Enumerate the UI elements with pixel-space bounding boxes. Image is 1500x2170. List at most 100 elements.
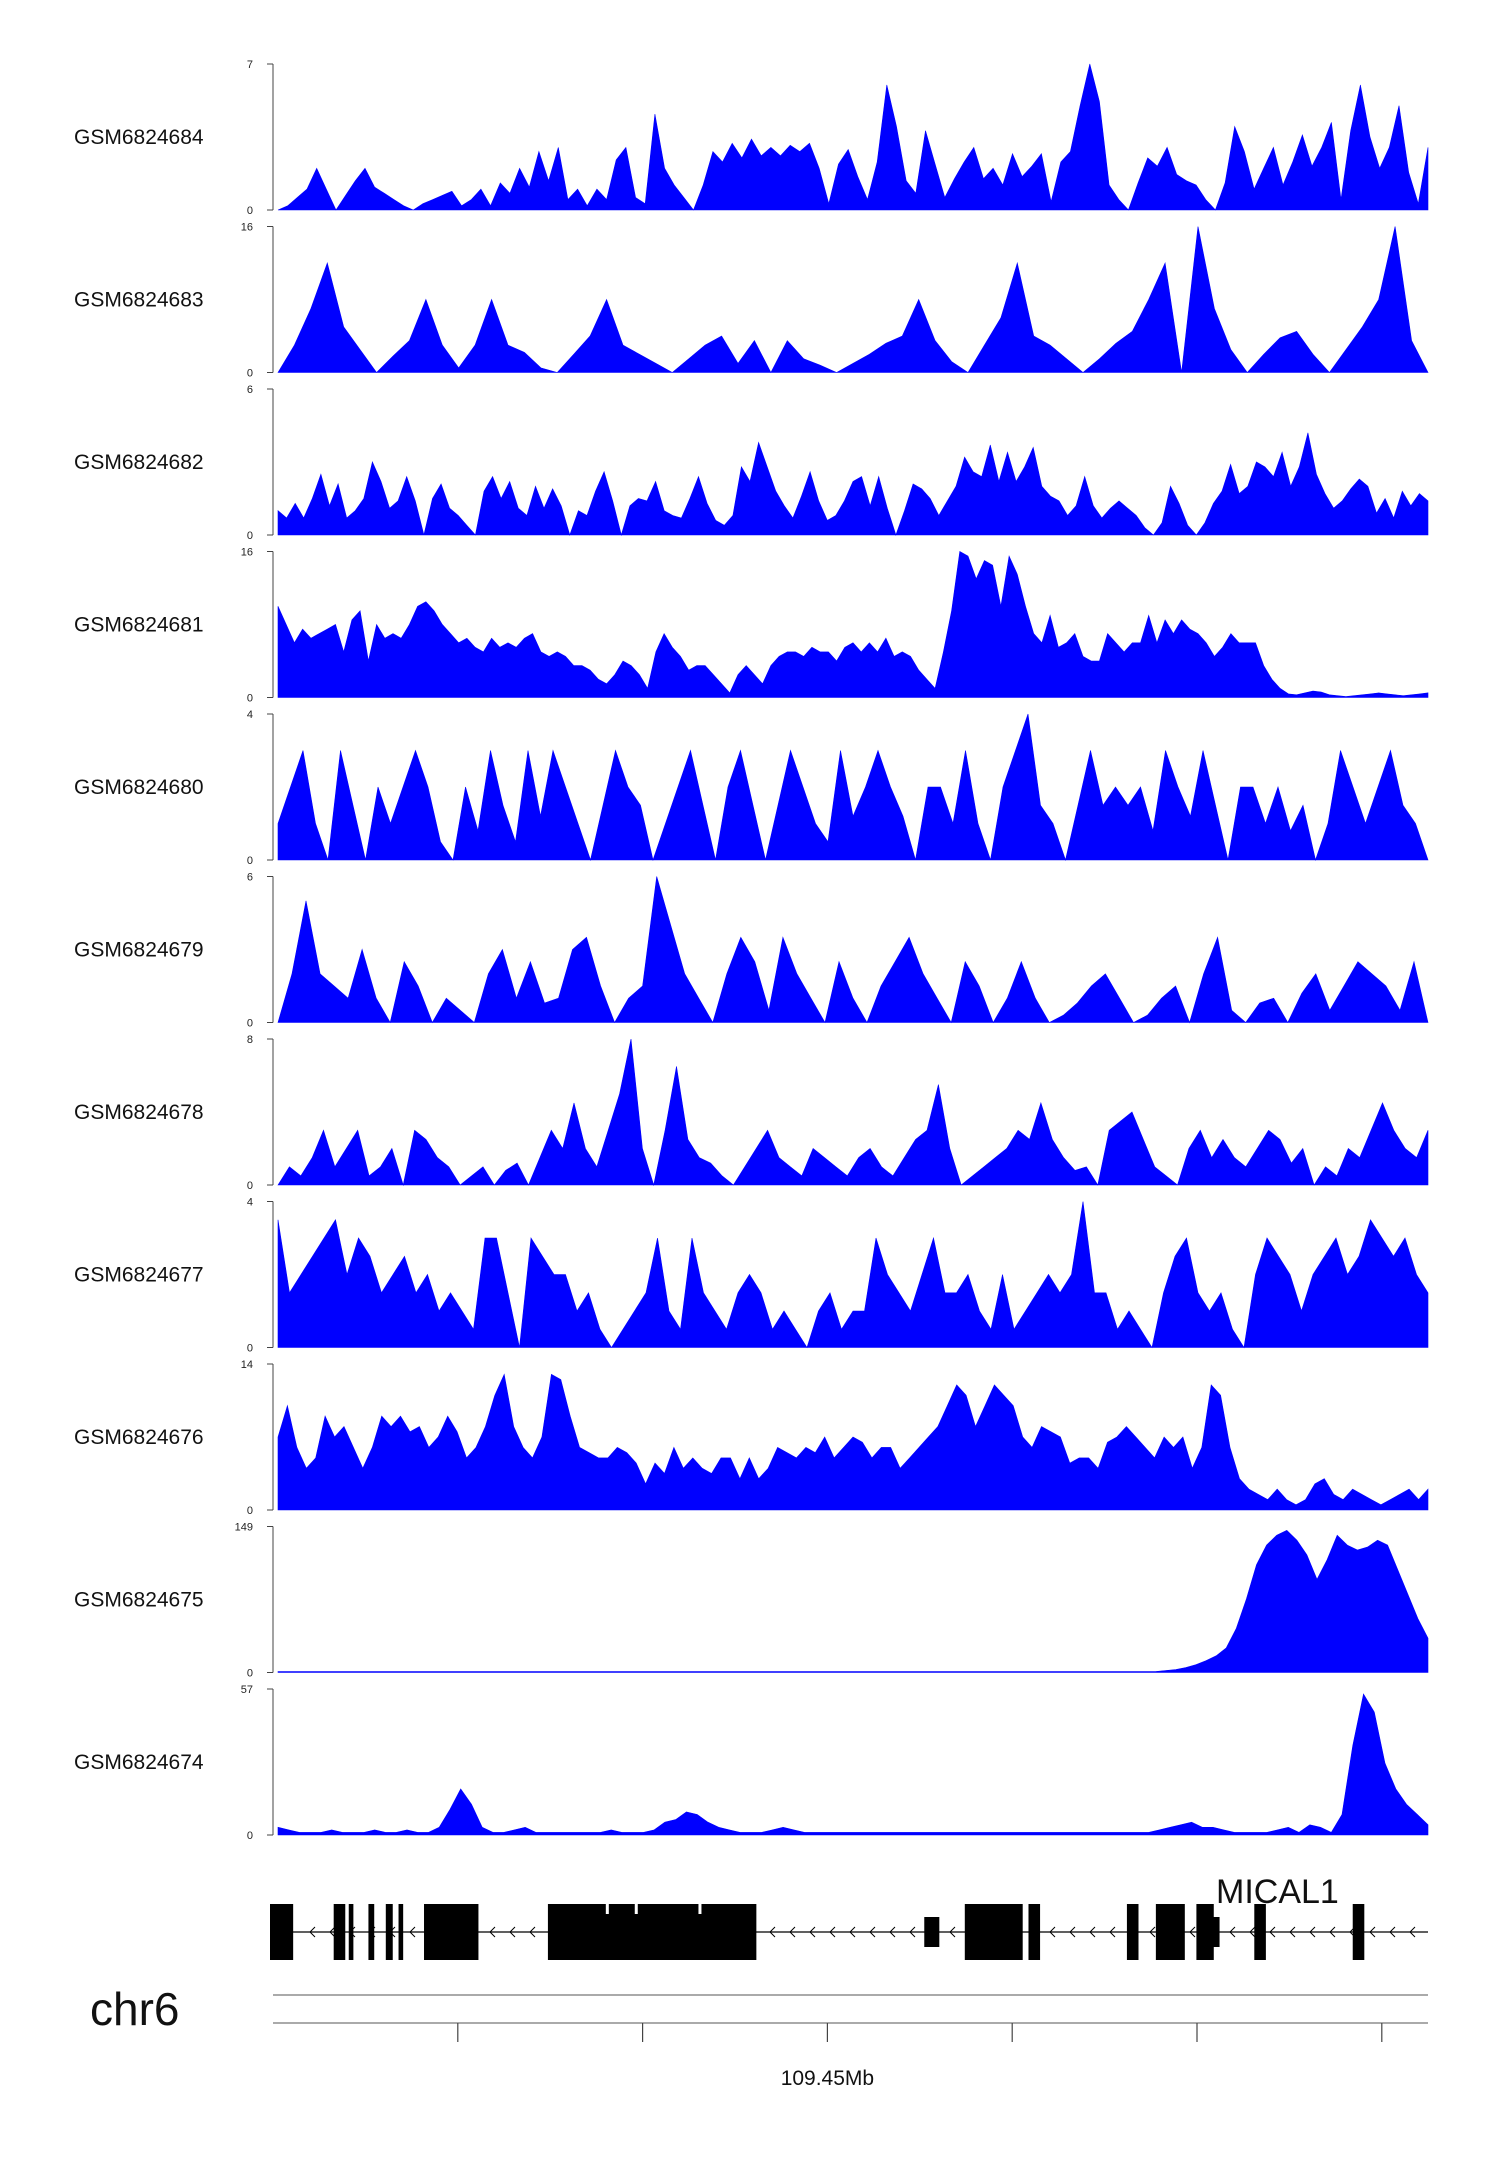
y-axis-max-label: 16 xyxy=(241,222,253,234)
track-label: GSM6824678 xyxy=(74,1101,204,1124)
track-label: GSM6824683 xyxy=(74,289,204,312)
track-label: GSM6824674 xyxy=(74,1751,204,1774)
strand-chevron xyxy=(889,1926,896,1938)
strand-chevron xyxy=(1109,1926,1116,1938)
strand-chevron xyxy=(1389,1926,1396,1938)
coverage-area xyxy=(277,713,1429,862)
exon-gap xyxy=(605,1904,609,1914)
track-label: GSM6824681 xyxy=(74,614,204,637)
gene-track: MICAL1 xyxy=(270,1873,1428,1960)
coverage-area xyxy=(277,551,1429,698)
strand-chevron xyxy=(769,1926,776,1938)
strand-chevron xyxy=(829,1926,836,1938)
track-GSM6824681: 16 0 GSM6824681 xyxy=(74,547,1429,705)
y-axis-min-label: 0 xyxy=(247,1668,253,1680)
chromosome-label: chr6 xyxy=(90,1983,179,2035)
strand-chevron xyxy=(1309,1926,1316,1938)
exon-block xyxy=(385,1904,393,1960)
strand-chevron xyxy=(1229,1926,1236,1938)
strand-chevron xyxy=(1369,1926,1376,1938)
exon-block xyxy=(398,1904,404,1960)
y-axis-max-label: 6 xyxy=(247,384,253,396)
y-axis-min-label: 0 xyxy=(247,693,253,705)
coverage-area xyxy=(277,432,1429,537)
exon-block xyxy=(368,1904,375,1960)
coverage-area xyxy=(277,876,1429,1024)
coverage-area xyxy=(277,1201,1429,1349)
track-label: GSM6824675 xyxy=(74,1589,204,1612)
coverage-area xyxy=(277,63,1429,211)
strand-chevron xyxy=(909,1926,916,1938)
strand-chevron xyxy=(869,1926,876,1938)
y-axis-max-label: 16 xyxy=(241,547,253,559)
coverage-area xyxy=(277,226,1429,374)
y-axis-min-label: 0 xyxy=(247,1830,253,1842)
strand-chevron xyxy=(1409,1926,1416,1938)
strand-chevron xyxy=(309,1926,316,1938)
y-axis-max-label: 7 xyxy=(247,59,253,71)
exon-block xyxy=(270,1904,294,1960)
exon-block xyxy=(964,1904,1023,1960)
track-GSM6824678: 8 0 GSM6824678 xyxy=(74,1034,1429,1192)
y-axis-min-label: 0 xyxy=(247,530,253,542)
strand-chevron xyxy=(409,1926,416,1938)
y-axis-max-label: 4 xyxy=(247,709,253,721)
track-label: GSM6824680 xyxy=(74,776,204,799)
strand-chevron xyxy=(529,1926,536,1938)
strand-chevron xyxy=(1049,1926,1056,1938)
track-label: GSM6824682 xyxy=(74,451,204,474)
y-axis-min-label: 0 xyxy=(247,1018,253,1030)
exon-block xyxy=(424,1904,479,1960)
strand-chevron xyxy=(949,1926,956,1938)
track-label: GSM6824676 xyxy=(74,1426,204,1449)
track-label: GSM6824684 xyxy=(74,126,204,149)
exon-block xyxy=(1254,1904,1266,1960)
gene-name-label: MICAL1 xyxy=(1216,1873,1339,1911)
exon-block xyxy=(348,1904,354,1960)
y-axis-max-label: 8 xyxy=(247,1034,253,1046)
strand-chevron xyxy=(1069,1926,1076,1938)
strand-chevron xyxy=(1189,1926,1196,1938)
y-axis-min-label: 0 xyxy=(247,1505,253,1517)
strand-chevron xyxy=(1329,1926,1336,1938)
track-GSM6824677: 4 0 GSM6824677 xyxy=(74,1197,1429,1355)
strand-chevron xyxy=(509,1926,516,1938)
y-axis-max-label: 149 xyxy=(235,1522,253,1534)
track-GSM6824679: 6 0 GSM6824679 xyxy=(74,872,1429,1030)
exon-block xyxy=(1155,1904,1185,1960)
strand-chevron xyxy=(1289,1926,1296,1938)
genomic-axis: 109.45Mb chr6 xyxy=(90,1983,1428,2090)
exon-block xyxy=(547,1904,757,1960)
track-label: GSM6824679 xyxy=(74,939,204,962)
exon-gap xyxy=(634,1904,638,1914)
track-GSM6824680: 4 0 GSM6824680 xyxy=(74,709,1429,867)
strand-chevron xyxy=(1149,1926,1156,1938)
exon-block xyxy=(1126,1904,1139,1960)
y-axis-min-label: 0 xyxy=(247,368,253,380)
exon-block xyxy=(333,1904,346,1960)
track-GSM6824676: 14 0 GSM6824676 xyxy=(74,1359,1429,1517)
strand-chevron xyxy=(489,1926,496,1938)
y-axis-min-label: 0 xyxy=(247,1180,253,1192)
coverage-area xyxy=(277,1530,1429,1673)
strand-chevron xyxy=(1249,1926,1256,1938)
track-GSM6824675: 149 0 GSM6824675 xyxy=(74,1522,1429,1680)
coverage-area xyxy=(277,1373,1429,1511)
position-label: 109.45Mb xyxy=(781,2067,874,2090)
coverage-area xyxy=(277,1038,1429,1187)
exon-block-thin xyxy=(1207,1917,1220,1947)
strand-chevron xyxy=(809,1926,816,1938)
exon-block xyxy=(1028,1904,1041,1960)
coverage-tracks: 7 0 GSM6824684 16 0 GSM6824683 6 0 GSM6824682 16 0… xyxy=(74,59,1429,1842)
y-axis-min-label: 0 xyxy=(247,205,253,217)
track-GSM6824684: 7 0 GSM6824684 xyxy=(74,59,1429,217)
strand-chevron xyxy=(329,1926,336,1938)
track-GSM6824674: 57 0 GSM6824674 xyxy=(74,1684,1429,1842)
y-axis-min-label: 0 xyxy=(247,855,253,867)
strand-chevron xyxy=(849,1926,856,1938)
track-GSM6824683: 16 0 GSM6824683 xyxy=(74,222,1429,380)
track-label: GSM6824677 xyxy=(74,1264,204,1287)
y-axis-max-label: 14 xyxy=(241,1359,253,1371)
exon-gap xyxy=(698,1904,702,1914)
